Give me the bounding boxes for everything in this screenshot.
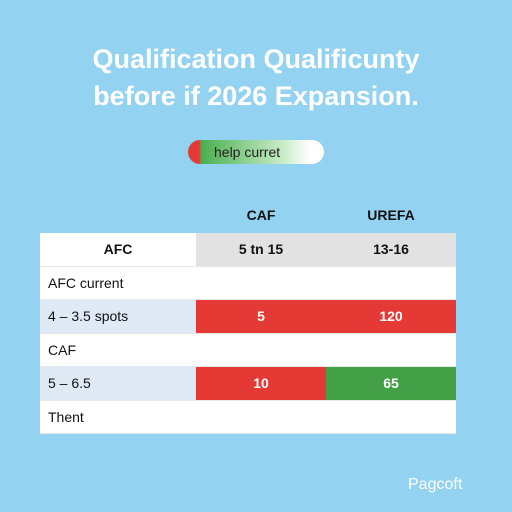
cell: 5 – 6.5 xyxy=(40,367,196,401)
cell xyxy=(196,333,326,367)
column-group: CAF xyxy=(246,207,276,223)
cell xyxy=(196,400,326,434)
cell: 65 xyxy=(326,367,456,401)
cell: 5 tn 15 xyxy=(196,233,326,267)
cell: 120 xyxy=(326,300,456,334)
table: AFC 5 tn 15 13-16 AFC current 4 – 3.5 spot… xyxy=(40,233,456,434)
cell: Thent xyxy=(40,400,196,434)
title: Qualification Qualificunty xyxy=(92,44,420,74)
cell: AFC current xyxy=(40,266,196,300)
cell xyxy=(326,266,456,300)
cell: 10 xyxy=(196,367,326,401)
cell: CAF xyxy=(40,333,196,367)
cell xyxy=(326,333,456,367)
cell: 13-16 xyxy=(326,233,456,267)
brand: Pagcoft xyxy=(408,476,463,493)
title: before if 2026 Expansion. xyxy=(93,81,419,111)
cell: AFC xyxy=(40,233,196,267)
toggle-label: help curret xyxy=(214,144,281,160)
cell: 4 – 3.5 spots xyxy=(40,300,196,334)
toggle[interactable]: help curret xyxy=(188,140,324,164)
cell xyxy=(196,266,326,300)
cell: 5 xyxy=(196,300,326,334)
cell xyxy=(326,400,456,434)
column-group: UREFA xyxy=(367,207,415,223)
